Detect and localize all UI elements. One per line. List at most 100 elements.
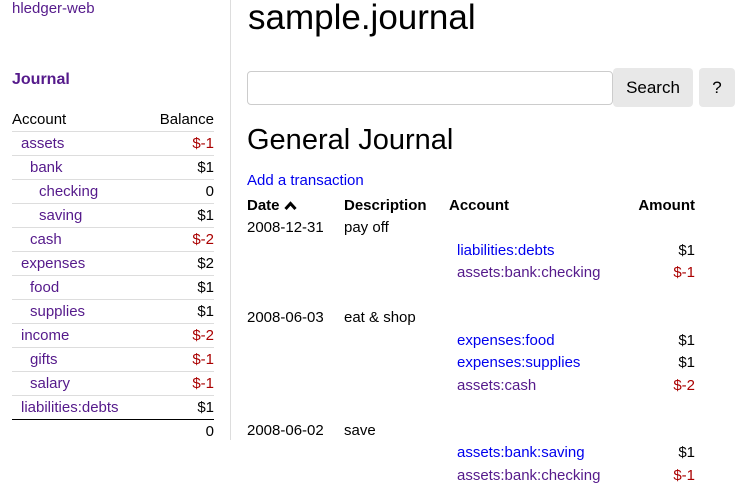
account-cell: food xyxy=(12,275,146,300)
balance-header: Balance xyxy=(145,108,214,132)
transaction-row: 2008-06-03 eat & shop xyxy=(247,307,695,330)
account-link[interactable]: salary xyxy=(30,375,71,392)
account-link[interactable]: food xyxy=(30,279,60,296)
empty xyxy=(627,217,695,240)
empty xyxy=(344,262,449,285)
account-link[interactable]: bank xyxy=(30,159,63,176)
account-link[interactable]: supplies xyxy=(30,303,86,320)
transaction-description: eat & shop xyxy=(344,309,416,327)
transaction-row: 2008-06-02 save xyxy=(247,419,695,442)
posting-row: assets:bank:checking $-1 xyxy=(247,464,695,487)
empty xyxy=(449,307,627,330)
posting-account-cell: assets:cash xyxy=(449,374,627,397)
search-button[interactable]: Search xyxy=(613,68,693,107)
total-label xyxy=(12,420,146,444)
empty xyxy=(344,329,449,352)
posting-account-cell: expenses:food xyxy=(449,329,627,352)
account-link[interactable]: assets xyxy=(21,135,65,152)
accounts-table: Account Balance assets $-1 bank $1 checking 0 s… xyxy=(12,108,214,443)
balance-cell: $1 xyxy=(145,275,214,300)
sidebar: hledger-web Journal Account Balance asset… xyxy=(0,0,231,440)
account-row: salary $-1 xyxy=(12,371,214,396)
account-link[interactable]: liabilities:debts xyxy=(21,399,119,416)
posting-amount: $1 xyxy=(678,444,695,462)
account-link[interactable]: expenses xyxy=(21,255,86,272)
help-button[interactable]: ? xyxy=(699,68,735,107)
posting-row: liabilities:debts $1 xyxy=(247,239,695,262)
account-cell: saving xyxy=(12,203,146,228)
journal-table: Date Description Account Amount 2008-12-… xyxy=(247,194,695,487)
posting-account-cell: assets:bank:saving xyxy=(449,442,627,465)
posting-row: assets:cash $-2 xyxy=(247,374,695,397)
empty xyxy=(247,239,344,262)
account-link[interactable]: income xyxy=(21,327,70,344)
account-link[interactable]: cash xyxy=(30,231,62,248)
account-link[interactable]: gifts xyxy=(30,351,58,368)
posting-row: assets:bank:checking $-1 xyxy=(247,262,695,285)
posting-amount: $1 xyxy=(678,241,695,259)
account-row: expenses $2 xyxy=(12,251,214,276)
account-cell: assets xyxy=(12,131,146,156)
posting-account-cell: assets:bank:checking xyxy=(449,262,627,285)
empty xyxy=(449,217,627,240)
brand-link[interactable]: hledger-web xyxy=(12,0,95,17)
posting-account-link[interactable]: assets:bank:checking xyxy=(457,264,601,282)
posting-account-link[interactable]: expenses:food xyxy=(457,331,555,349)
balance-cell: $-1 xyxy=(145,347,214,372)
account-row: bank $1 xyxy=(12,155,214,180)
account-header: Account xyxy=(449,196,509,214)
account-row: food $1 xyxy=(12,275,214,300)
account-link[interactable]: saving xyxy=(39,207,83,224)
posting-account-link[interactable]: expenses:supplies xyxy=(457,354,581,372)
posting-account-link[interactable]: assets:bank:checking xyxy=(457,466,601,484)
empty xyxy=(627,419,695,442)
posting-account-link[interactable]: assets:bank:saving xyxy=(457,444,585,462)
account-cell: bank xyxy=(12,155,146,180)
account-row: gifts $-1 xyxy=(12,347,214,372)
balance-cell: $-2 xyxy=(145,323,214,348)
empty xyxy=(627,307,695,330)
account-row: supplies $1 xyxy=(12,299,214,324)
posting-row: assets:bank:saving $1 xyxy=(247,442,695,465)
add-transaction-link[interactable]: Add a transaction xyxy=(247,172,364,189)
spacer xyxy=(247,397,695,420)
account-cell: supplies xyxy=(12,299,146,324)
account-cell: gifts xyxy=(12,347,146,372)
transaction-date: 2008-06-03 xyxy=(247,309,324,327)
posting-row: expenses:supplies $1 xyxy=(247,352,695,375)
empty xyxy=(344,352,449,375)
account-link[interactable]: checking xyxy=(39,183,99,200)
balance-cell: $1 xyxy=(145,395,214,420)
account-row: liabilities:debts $1 xyxy=(12,395,214,420)
description-header: Description xyxy=(344,196,427,214)
balance-cell: $-1 xyxy=(145,131,214,156)
posting-row: expenses:food $1 xyxy=(247,329,695,352)
transaction-date: 2008-06-02 xyxy=(247,421,324,439)
account-cell: expenses xyxy=(12,251,146,276)
transaction-row: 2008-12-31 pay off xyxy=(247,217,695,240)
amount-header: Amount xyxy=(638,196,695,214)
balance-cell: $1 xyxy=(145,299,214,324)
search-input[interactable] xyxy=(247,71,613,105)
journal-heading: General Journal xyxy=(247,124,454,156)
balance-cell: $-1 xyxy=(145,371,214,396)
posting-account-cell: expenses:supplies xyxy=(449,352,627,375)
empty xyxy=(247,262,344,285)
page-title: sample.journal xyxy=(248,0,476,37)
account-row: cash $-2 xyxy=(12,227,214,252)
account-cell: checking xyxy=(12,179,146,204)
posting-account-link[interactable]: assets:cash xyxy=(457,376,537,394)
empty xyxy=(344,239,449,262)
empty xyxy=(344,464,449,487)
empty xyxy=(247,329,344,352)
journal-link[interactable]: Journal xyxy=(12,71,70,88)
date-header[interactable]: Date xyxy=(247,194,344,217)
posting-amount: $-2 xyxy=(673,376,695,394)
empty xyxy=(247,442,344,465)
spacer-row xyxy=(247,397,695,420)
empty xyxy=(344,374,449,397)
account-cell: income xyxy=(12,323,146,348)
total-row: 0 xyxy=(12,420,214,444)
empty xyxy=(247,352,344,375)
posting-account-link[interactable]: liabilities:debts xyxy=(457,241,555,259)
